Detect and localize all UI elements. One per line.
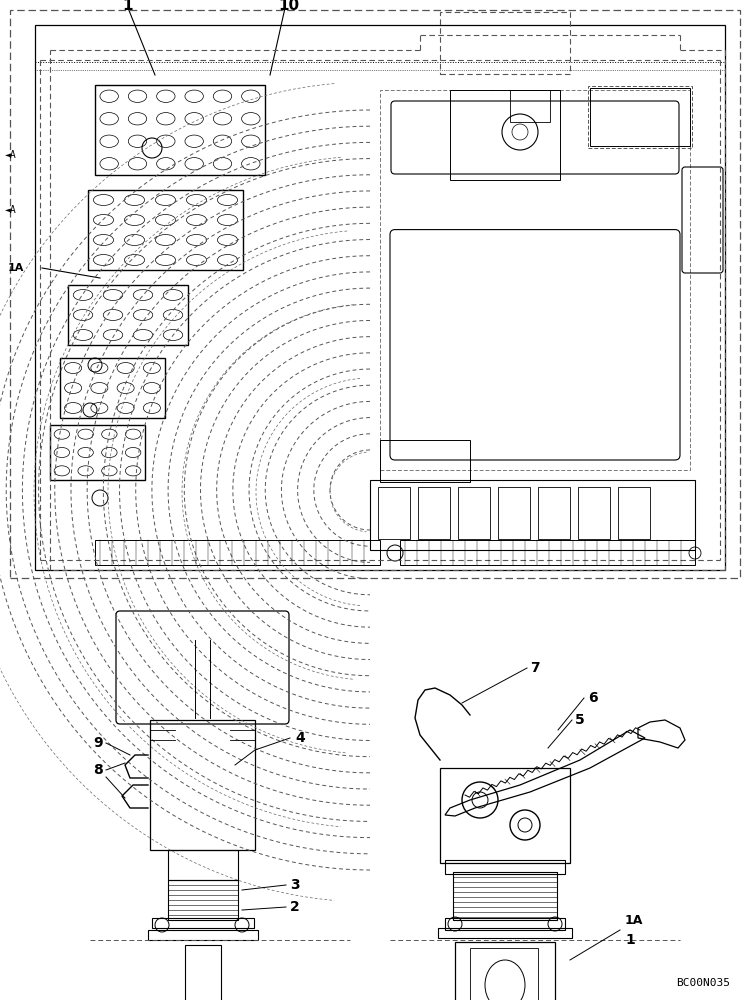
Bar <box>152 918 254 928</box>
Bar <box>378 487 410 539</box>
Text: ◄A: ◄A <box>5 205 17 215</box>
Bar <box>453 872 557 920</box>
Bar <box>88 190 243 270</box>
Bar <box>498 487 530 539</box>
Bar <box>148 930 258 940</box>
Text: 10: 10 <box>278 0 299 12</box>
Bar <box>168 880 238 920</box>
Bar <box>440 12 570 74</box>
Bar <box>168 850 238 880</box>
Text: 1: 1 <box>625 933 635 947</box>
Bar <box>400 540 695 565</box>
Bar <box>50 425 145 480</box>
Bar <box>440 768 570 863</box>
Bar <box>578 487 610 539</box>
Bar <box>35 25 725 570</box>
Bar <box>445 860 565 874</box>
Bar <box>10 10 740 578</box>
Bar <box>370 480 695 550</box>
Text: 1A: 1A <box>8 263 24 273</box>
Bar <box>418 487 450 539</box>
Text: 9: 9 <box>93 736 103 750</box>
Bar <box>590 88 690 146</box>
Text: 1: 1 <box>122 0 132 12</box>
Text: 8: 8 <box>93 763 103 777</box>
Bar <box>95 540 380 565</box>
Bar <box>538 487 570 539</box>
Bar <box>588 86 692 148</box>
Bar <box>510 90 550 122</box>
Text: 2: 2 <box>290 900 300 914</box>
Text: 6: 6 <box>588 691 598 705</box>
Bar <box>458 487 490 539</box>
Bar <box>455 942 555 1000</box>
Text: 1A: 1A <box>625 914 644 926</box>
Bar <box>380 440 470 482</box>
Bar <box>438 928 572 938</box>
Bar <box>95 85 265 175</box>
Text: BC00N035: BC00N035 <box>676 978 730 988</box>
Bar <box>618 487 650 539</box>
Text: 3: 3 <box>290 878 299 892</box>
Text: ◄A: ◄A <box>5 150 17 160</box>
Bar <box>60 358 165 418</box>
Text: 7: 7 <box>530 661 540 675</box>
Bar <box>150 720 255 850</box>
Text: 5: 5 <box>575 713 585 727</box>
Bar <box>445 918 565 930</box>
Bar <box>470 948 538 1000</box>
Bar <box>380 90 690 470</box>
Bar <box>68 285 188 345</box>
Bar <box>450 90 560 180</box>
Text: 4: 4 <box>295 731 305 745</box>
Bar <box>185 945 221 1000</box>
